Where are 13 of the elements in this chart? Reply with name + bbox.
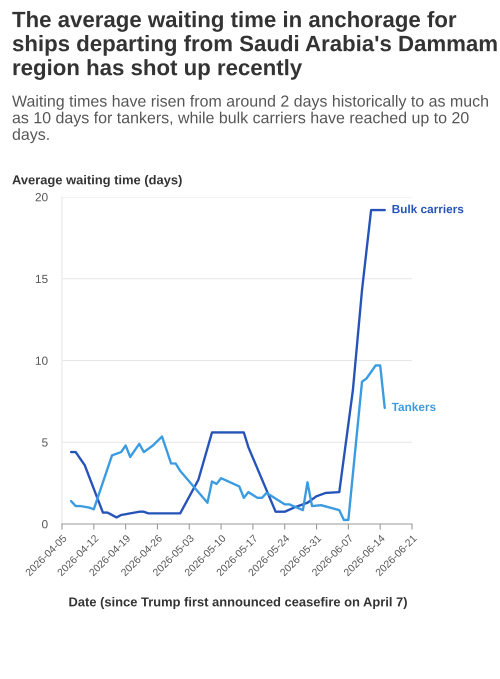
series-label: Tankers bbox=[392, 402, 436, 412]
chart-subtitle: Waiting times have risen from around 2 days historically to as much as 10 days for tankers, while bulk carriers have reached up to 20 days. bbox=[12, 95, 488, 144]
line-series bbox=[70, 364, 386, 522]
series-label: Bulk carriers bbox=[392, 204, 464, 214]
y-tick-label: 5 bbox=[42, 438, 48, 447]
y-tick-label: 0 bbox=[42, 520, 48, 528]
x-axis-title: Date (since Trump first announced ceasefire on April 7) bbox=[69, 596, 407, 610]
chart-title: The average waiting time in anchorage for ships departing from Saudi Arabia's Dammam region has shot up recently bbox=[12, 11, 497, 80]
line-series bbox=[70, 208, 386, 519]
y-axis-title: Average waiting time (days) bbox=[12, 174, 182, 188]
y-tick-label: 20 bbox=[36, 193, 48, 202]
y-tick-label: 10 bbox=[36, 356, 48, 365]
y-tick-label: 15 bbox=[36, 274, 48, 284]
